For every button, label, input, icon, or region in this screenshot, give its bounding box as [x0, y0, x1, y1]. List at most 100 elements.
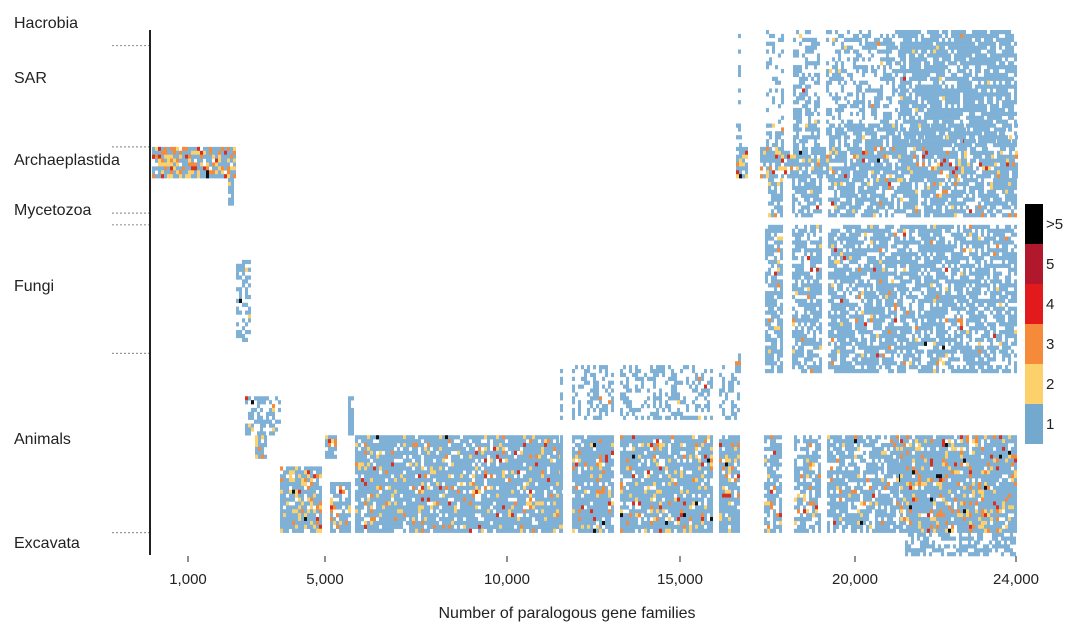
heatmap-cell [963, 357, 966, 362]
heatmap-cell [907, 158, 910, 163]
heatmap-cell [841, 166, 844, 171]
heatmap-cell [867, 306, 870, 311]
heatmap-cell [1005, 337, 1008, 343]
heatmap-cell [879, 244, 882, 249]
heatmap-cell [936, 111, 939, 117]
heatmap-cell [808, 96, 811, 101]
heatmap-cell [855, 302, 858, 307]
heatmap-cell [945, 142, 948, 148]
heatmap-cell [891, 244, 894, 249]
heatmap-cell [792, 205, 795, 210]
heatmap-cell [984, 107, 987, 113]
heatmap-cell [864, 228, 867, 233]
heatmap-cell [1008, 41, 1011, 46]
heatmap-cell [981, 349, 984, 354]
heatmap-cell [849, 232, 852, 237]
heatmap-cell [951, 135, 954, 140]
heatmap-cell [859, 65, 862, 70]
heatmap-cell [954, 61, 957, 66]
heatmap-cell [942, 244, 945, 249]
heatmap-cell [942, 263, 945, 268]
heatmap-cell [924, 213, 927, 218]
heatmap-cell [933, 244, 936, 249]
heatmap-cell [804, 240, 807, 245]
heatmap-cell [778, 166, 781, 171]
heatmap-cell [996, 100, 999, 105]
heatmap-cell [771, 259, 774, 265]
heatmap-cell [865, 88, 868, 93]
heatmap-cell [954, 318, 957, 323]
heatmap-cell [999, 111, 1002, 117]
heatmap-cell [963, 100, 966, 105]
heatmap-cell [774, 349, 777, 354]
heatmap-cell [772, 76, 775, 81]
heatmap-cell [885, 259, 888, 265]
heatmap-cell [948, 302, 951, 307]
heatmap-cell [889, 123, 892, 128]
heatmap-cell [212, 166, 215, 171]
heatmap-cell [933, 45, 936, 50]
heatmap-cell [858, 232, 861, 237]
heatmap-cell [846, 275, 849, 280]
heatmap-cell [957, 259, 960, 265]
heatmap-cell [155, 158, 158, 163]
heatmap-cell [915, 119, 918, 124]
heatmap-cell [784, 154, 787, 159]
heatmap-cell [795, 333, 798, 339]
heatmap-cell [798, 228, 801, 233]
heatmap-cell [882, 267, 885, 272]
heatmap-cell [996, 197, 999, 202]
heatmap-cell [888, 201, 891, 206]
heatmap-cell [957, 283, 960, 288]
heatmap-cell [834, 357, 837, 362]
heatmap-cell [1005, 104, 1008, 109]
heatmap-cell [978, 314, 981, 319]
heatmap-cell [837, 209, 840, 214]
heatmap-cell [844, 68, 847, 74]
heatmap-cell [834, 349, 837, 354]
heatmap-cell [921, 322, 924, 327]
heatmap-cell [960, 181, 963, 187]
heatmap-cell [945, 57, 948, 62]
heatmap-cell [873, 318, 876, 323]
heatmap-cell [245, 322, 248, 327]
heatmap-cell [903, 209, 906, 214]
heatmap-cell [832, 72, 835, 78]
heatmap-cell [873, 353, 876, 358]
heatmap-cell [1008, 298, 1011, 304]
heatmap-cell [927, 236, 930, 241]
heatmap-cell [871, 146, 874, 152]
heatmap-cell [829, 127, 832, 132]
heatmap-cell [856, 84, 859, 89]
heatmap-cell [886, 104, 889, 109]
heatmap-cell [870, 287, 873, 292]
heatmap-cell [930, 197, 933, 202]
heatmap-cell [972, 263, 975, 268]
heatmap-cell [960, 349, 963, 354]
heatmap-cell [990, 33, 993, 39]
heatmap-cell [981, 357, 984, 362]
heatmap-cell [853, 65, 856, 70]
heatmap-cell [742, 146, 745, 152]
heatmap-cell [164, 170, 167, 175]
heatmap-cell [837, 271, 840, 276]
heatmap-cell [774, 189, 777, 194]
heatmap-cell [808, 61, 811, 66]
heatmap-cell [975, 72, 978, 78]
heatmap-cell [891, 333, 894, 339]
heatmap-cell [948, 100, 951, 105]
heatmap-cell [834, 232, 837, 237]
heatmap-cell [985, 158, 988, 163]
heatmap-cell [849, 326, 852, 331]
heatmap-cell [936, 228, 939, 233]
heatmap-cell [798, 298, 801, 304]
heatmap-cell [969, 111, 972, 117]
heatmap-cell [846, 224, 849, 230]
heatmap-cell [805, 162, 808, 167]
heatmap-cell [859, 84, 862, 89]
heatmap-cell [817, 162, 820, 167]
heatmap-cell [967, 166, 970, 171]
heatmap-cell [245, 294, 248, 300]
heatmap-cell [1009, 135, 1012, 140]
heatmap-cell [738, 353, 741, 358]
